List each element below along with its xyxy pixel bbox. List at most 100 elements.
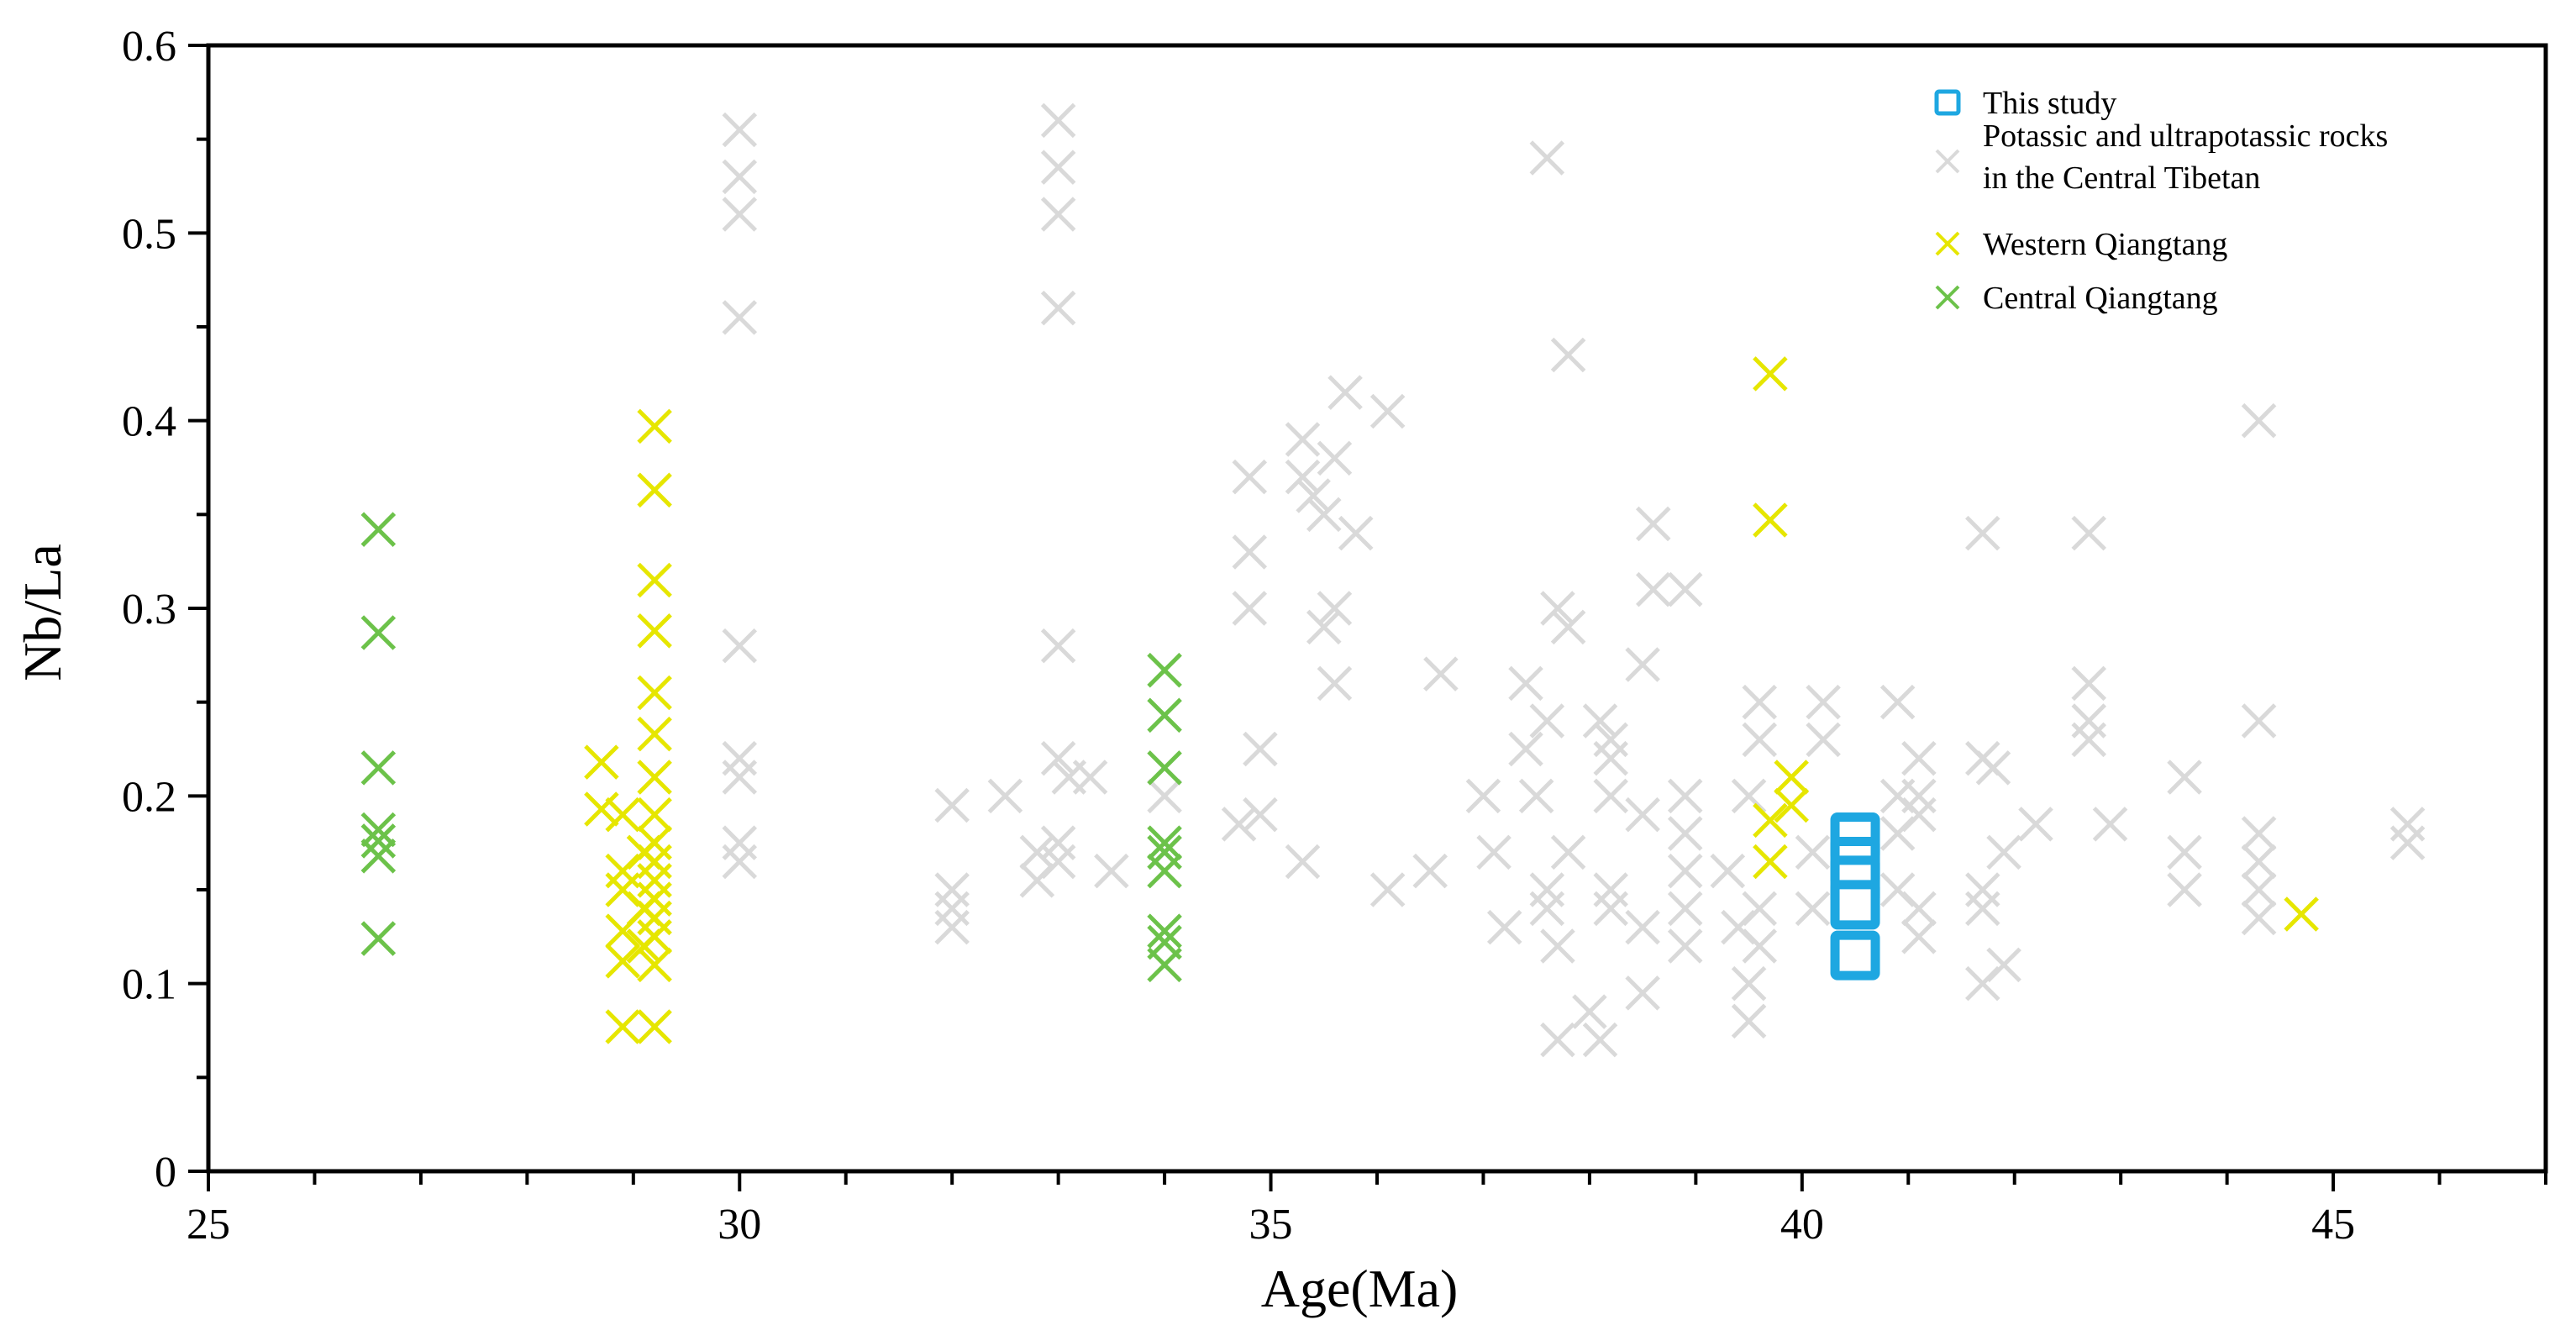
data-point: [1593, 872, 1628, 907]
data-point: [1508, 665, 1543, 702]
data-point: [1901, 797, 1937, 833]
data-point: [626, 834, 662, 870]
legend-label: in the Central Tibetan: [1983, 160, 2260, 196]
data-point: [1243, 731, 1278, 767]
data-point: [987, 778, 1023, 814]
data-point: [2389, 825, 2426, 860]
data-point: [1147, 853, 1182, 889]
legend-label: Central Qiangtang: [1983, 281, 2218, 316]
data-point: [934, 909, 970, 945]
data-point: [1529, 891, 1565, 927]
data-point: [934, 891, 970, 927]
data-point: [584, 791, 619, 827]
data-point: [1901, 740, 1937, 776]
data-point: [637, 947, 672, 983]
data-point: [2018, 807, 2053, 842]
data-point: [1285, 422, 1321, 457]
legend-label: Potassic and ultrapotassic rocks: [1983, 118, 2388, 154]
data-point: [1540, 928, 1575, 964]
data-point: [1518, 778, 1554, 814]
data-point: [1901, 919, 1937, 954]
data-point: [2241, 900, 2277, 936]
data-point: [1040, 628, 1076, 664]
data-point: [626, 891, 662, 927]
data-point: [1550, 609, 1586, 645]
data-point: [1742, 891, 1778, 927]
y-tick-label: 0.2: [122, 773, 176, 821]
data-point: [1317, 440, 1353, 476]
data-point: [1667, 928, 1703, 964]
data-point: [637, 1009, 672, 1044]
data-point: [1369, 872, 1406, 907]
data-point: [1593, 778, 1628, 814]
data-point: [1040, 290, 1076, 326]
data-point: [1753, 802, 1788, 839]
legend-swatch: [1935, 285, 1960, 310]
data-point: [584, 744, 619, 780]
data-point: [637, 613, 672, 649]
data-point: [1830, 930, 1880, 981]
data-point: [1486, 909, 1522, 945]
data-point: [1830, 880, 1880, 930]
data-point: [1582, 1022, 1618, 1058]
data-point: [1508, 731, 1543, 767]
data-point: [637, 472, 672, 508]
legend-label: Western Qiangtang: [1983, 227, 2227, 262]
data-point: [360, 615, 397, 650]
series-3: [1830, 812, 1880, 981]
data-point: [360, 750, 397, 786]
data-point: [722, 628, 758, 664]
data-point: [1667, 778, 1703, 814]
data-point: [1285, 844, 1321, 880]
data-point: [934, 872, 970, 907]
data-point: [1795, 891, 1831, 927]
data-point: [1753, 502, 1788, 538]
data-point: [1040, 150, 1076, 185]
data-point: [1753, 356, 1788, 392]
data-point: [2389, 807, 2426, 842]
data-point: [1879, 684, 1916, 720]
data-point: [637, 408, 672, 444]
series-1: [584, 356, 2319, 1044]
data-point: [2167, 760, 2202, 795]
data-point: [1667, 571, 1703, 607]
data-point: [605, 797, 640, 833]
y-tick-label: 0.4: [122, 398, 176, 446]
data-point: [1147, 778, 1182, 814]
plot-frame: [206, 43, 2548, 1174]
data-point: [1742, 928, 1778, 964]
data-point: [2241, 844, 2277, 880]
data-point: [360, 823, 397, 859]
data-point: [1232, 459, 1268, 495]
data-point: [1147, 652, 1182, 688]
data-point: [1774, 787, 1809, 823]
y-tick-label: 0.1: [122, 961, 176, 1009]
data-point: [1285, 459, 1321, 495]
data-point: [2071, 665, 2107, 702]
data-point: [1901, 778, 1937, 814]
y-tick-label: 0: [155, 1149, 176, 1196]
data-point: [1147, 947, 1182, 983]
data-point: [637, 562, 672, 598]
data-point: [2284, 896, 2319, 932]
series-2: [360, 512, 1182, 983]
data-point: [626, 928, 662, 964]
data-point: [1296, 478, 1331, 513]
data-point: [2241, 402, 2277, 439]
data-point: [2071, 515, 2107, 551]
data-point: [1540, 591, 1575, 626]
data-point: [637, 716, 672, 752]
data-point: [1369, 393, 1406, 429]
data-point: [1965, 872, 2000, 907]
data-point: [1221, 807, 1257, 842]
data-point: [1550, 337, 1586, 373]
data-point: [1625, 797, 1660, 833]
data-point: [1795, 834, 1831, 870]
legend-label: This study: [1983, 86, 2116, 121]
data-point: [1774, 760, 1809, 795]
data-point: [1572, 994, 1607, 1029]
data-point: [1593, 722, 1628, 758]
data-point: [605, 944, 640, 979]
